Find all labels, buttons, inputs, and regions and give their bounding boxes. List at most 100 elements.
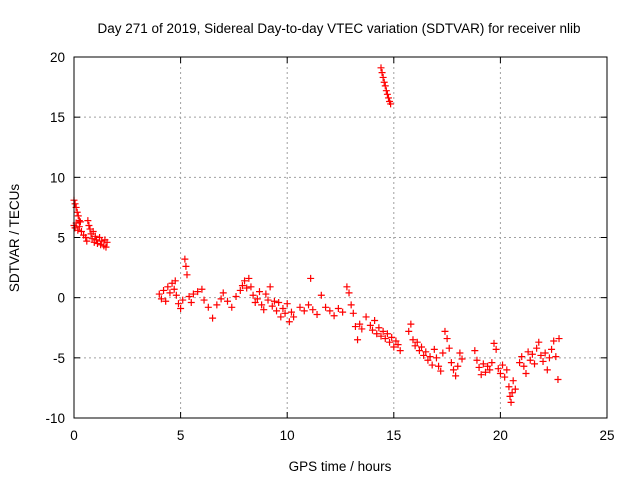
data-point [539,357,547,365]
data-point [555,335,563,343]
data-point [183,271,191,279]
data-point [305,301,313,309]
data-point [243,284,251,292]
data-point [93,240,101,248]
data-point [82,234,90,241]
data-point [384,94,392,102]
data-point [496,369,504,377]
data-point [224,297,232,305]
data-point [386,338,394,346]
data-point [380,78,388,86]
data-point [185,292,193,300]
data-point [437,367,445,375]
data-point [490,339,498,347]
data-point [260,306,268,314]
data-point [275,298,283,306]
data-point [177,304,185,312]
data-point [77,227,85,235]
data-point [262,290,270,298]
data-point [522,369,530,377]
data-point [383,90,391,98]
data-point [358,325,366,333]
data-point [209,314,217,322]
x-tick-label: 25 [599,428,614,443]
y-tick-label: -5 [53,351,65,366]
data-point [296,303,304,311]
data-point [443,335,451,343]
data-point [452,372,460,380]
data-point [550,337,558,345]
data-point [454,362,462,370]
data-point [157,295,165,303]
data-point [317,291,325,299]
data-point [366,321,374,329]
data-point [75,223,83,231]
data-point [516,359,524,367]
chart-title: Day 271 of 2019, Sidereal Day-to-day VTE… [98,21,581,36]
data-point [213,301,221,309]
data-point [383,330,391,338]
data-point [509,377,517,385]
data-point [481,368,489,376]
data-point [486,366,494,374]
data-point [501,373,509,381]
data-point [266,283,274,291]
data-point [345,289,353,297]
data-point [164,283,172,291]
data-point [309,306,317,314]
data-point [181,255,189,263]
data-point [330,312,338,320]
data-point [424,356,432,364]
data-point [162,297,170,305]
data-point [449,366,457,374]
axis-ticks: 0 5 10 15 20 25 -10 -5 0 5 10 15 20 [45,50,614,443]
data-point [217,295,225,303]
data-point [200,296,208,304]
x-tick-label: 20 [493,428,508,443]
data-point [387,100,395,108]
data-point [426,353,434,361]
data-point [307,274,315,282]
data-point [439,349,447,357]
data-point [251,298,259,306]
data-point [97,241,105,249]
data-point [160,286,168,294]
data-point [270,297,278,305]
data-point [415,347,423,355]
data-point [255,288,263,296]
data-point [377,332,385,340]
data-point [249,291,257,299]
data-point [85,221,93,229]
data-point [189,290,197,298]
data-point [471,347,479,355]
data-point [238,282,246,290]
data-point [475,363,483,371]
data-point [418,343,426,351]
data-point [71,200,79,208]
x-tick-label: 0 [70,428,78,443]
data-point [339,308,347,316]
data-point [456,349,464,357]
data-point [174,300,182,308]
data-point [279,304,287,312]
data-point [531,360,539,368]
data-point [194,288,202,296]
data-point [170,285,178,293]
data-point [548,345,556,353]
data-point [313,311,321,319]
data-point [524,348,532,356]
data-point [241,277,249,285]
data-point [492,345,500,353]
x-tick-label: 5 [177,428,185,443]
data-point [445,344,453,352]
data-point [554,375,562,383]
data-point [247,283,255,291]
data-point [182,262,190,270]
data-point [285,318,293,326]
data-point [91,232,99,240]
data-point [179,296,187,304]
data-point [382,87,390,95]
data-point [484,362,492,370]
data-point [503,366,511,374]
